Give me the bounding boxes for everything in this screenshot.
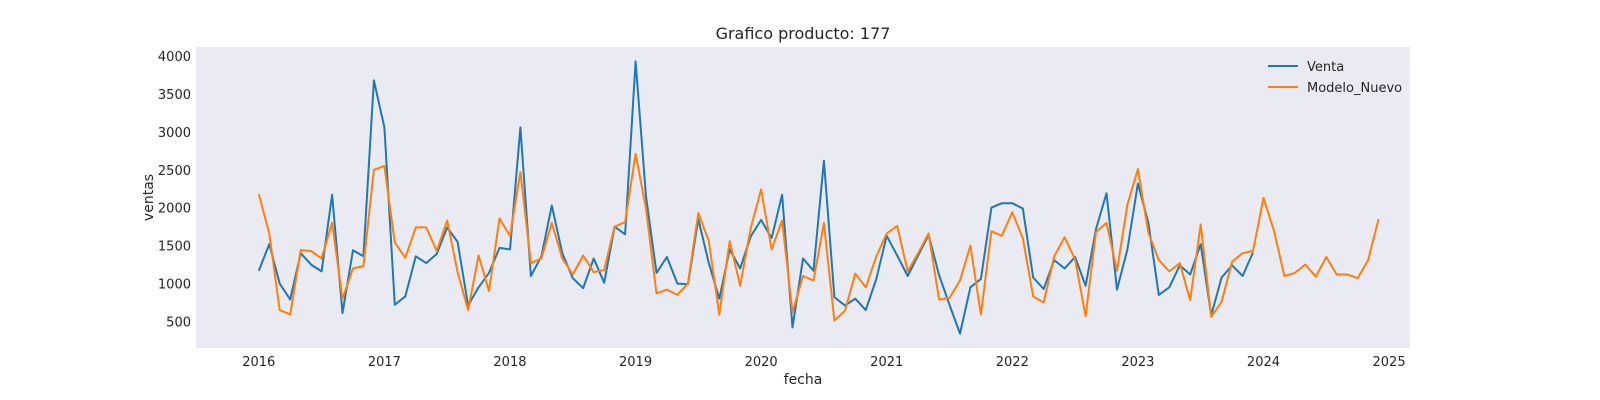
- y-tick-label: 3500: [158, 88, 191, 103]
- x-tick-label: 2018: [493, 355, 526, 370]
- y-tick-label: 4000: [158, 50, 191, 65]
- y-axis: 500 1000 1500 2000 2500 3000 3500 4000: [158, 50, 191, 330]
- x-tick-label: 2022: [996, 355, 1029, 370]
- y-tick-label: 2500: [158, 164, 191, 179]
- x-tick-label: 2019: [619, 355, 652, 370]
- series-line-venta: [257, 60, 1254, 335]
- x-tick-label: 2017: [368, 355, 401, 370]
- chart-title: Grafico producto: 177: [716, 24, 891, 43]
- series-line-modelo-nuevo: [257, 152, 1380, 322]
- legend-label: Venta: [1307, 60, 1344, 75]
- x-axis: 2016 2017 2018 2019 2020 2021 2022 2023 2024 2025: [242, 355, 1405, 370]
- x-tick-label: 2025: [1373, 355, 1406, 370]
- y-tick-label: 2000: [158, 202, 191, 217]
- y-tick-label: 1000: [158, 278, 191, 293]
- y-axis-label: ventas: [141, 174, 157, 221]
- y-tick-label: 1500: [158, 240, 191, 255]
- x-axis-label: fecha: [784, 372, 823, 388]
- x-tick-label: 2020: [745, 355, 778, 370]
- x-tick-label: 2023: [1121, 355, 1154, 370]
- x-tick-label: 2016: [242, 355, 275, 370]
- legend: Venta Modelo_Nuevo: [1268, 60, 1402, 96]
- y-tick-label: 500: [166, 315, 191, 330]
- y-tick-label: 3000: [158, 126, 191, 141]
- series-lines: [257, 60, 1380, 335]
- x-tick-label: 2024: [1247, 355, 1280, 370]
- plot-area: [196, 47, 1410, 348]
- x-tick-label: 2021: [870, 355, 903, 370]
- legend-label: Modelo_Nuevo: [1307, 81, 1402, 96]
